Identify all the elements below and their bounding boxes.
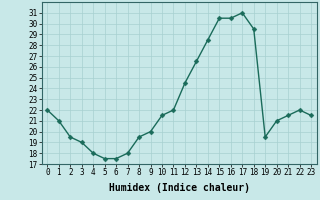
X-axis label: Humidex (Indice chaleur): Humidex (Indice chaleur) — [109, 183, 250, 193]
